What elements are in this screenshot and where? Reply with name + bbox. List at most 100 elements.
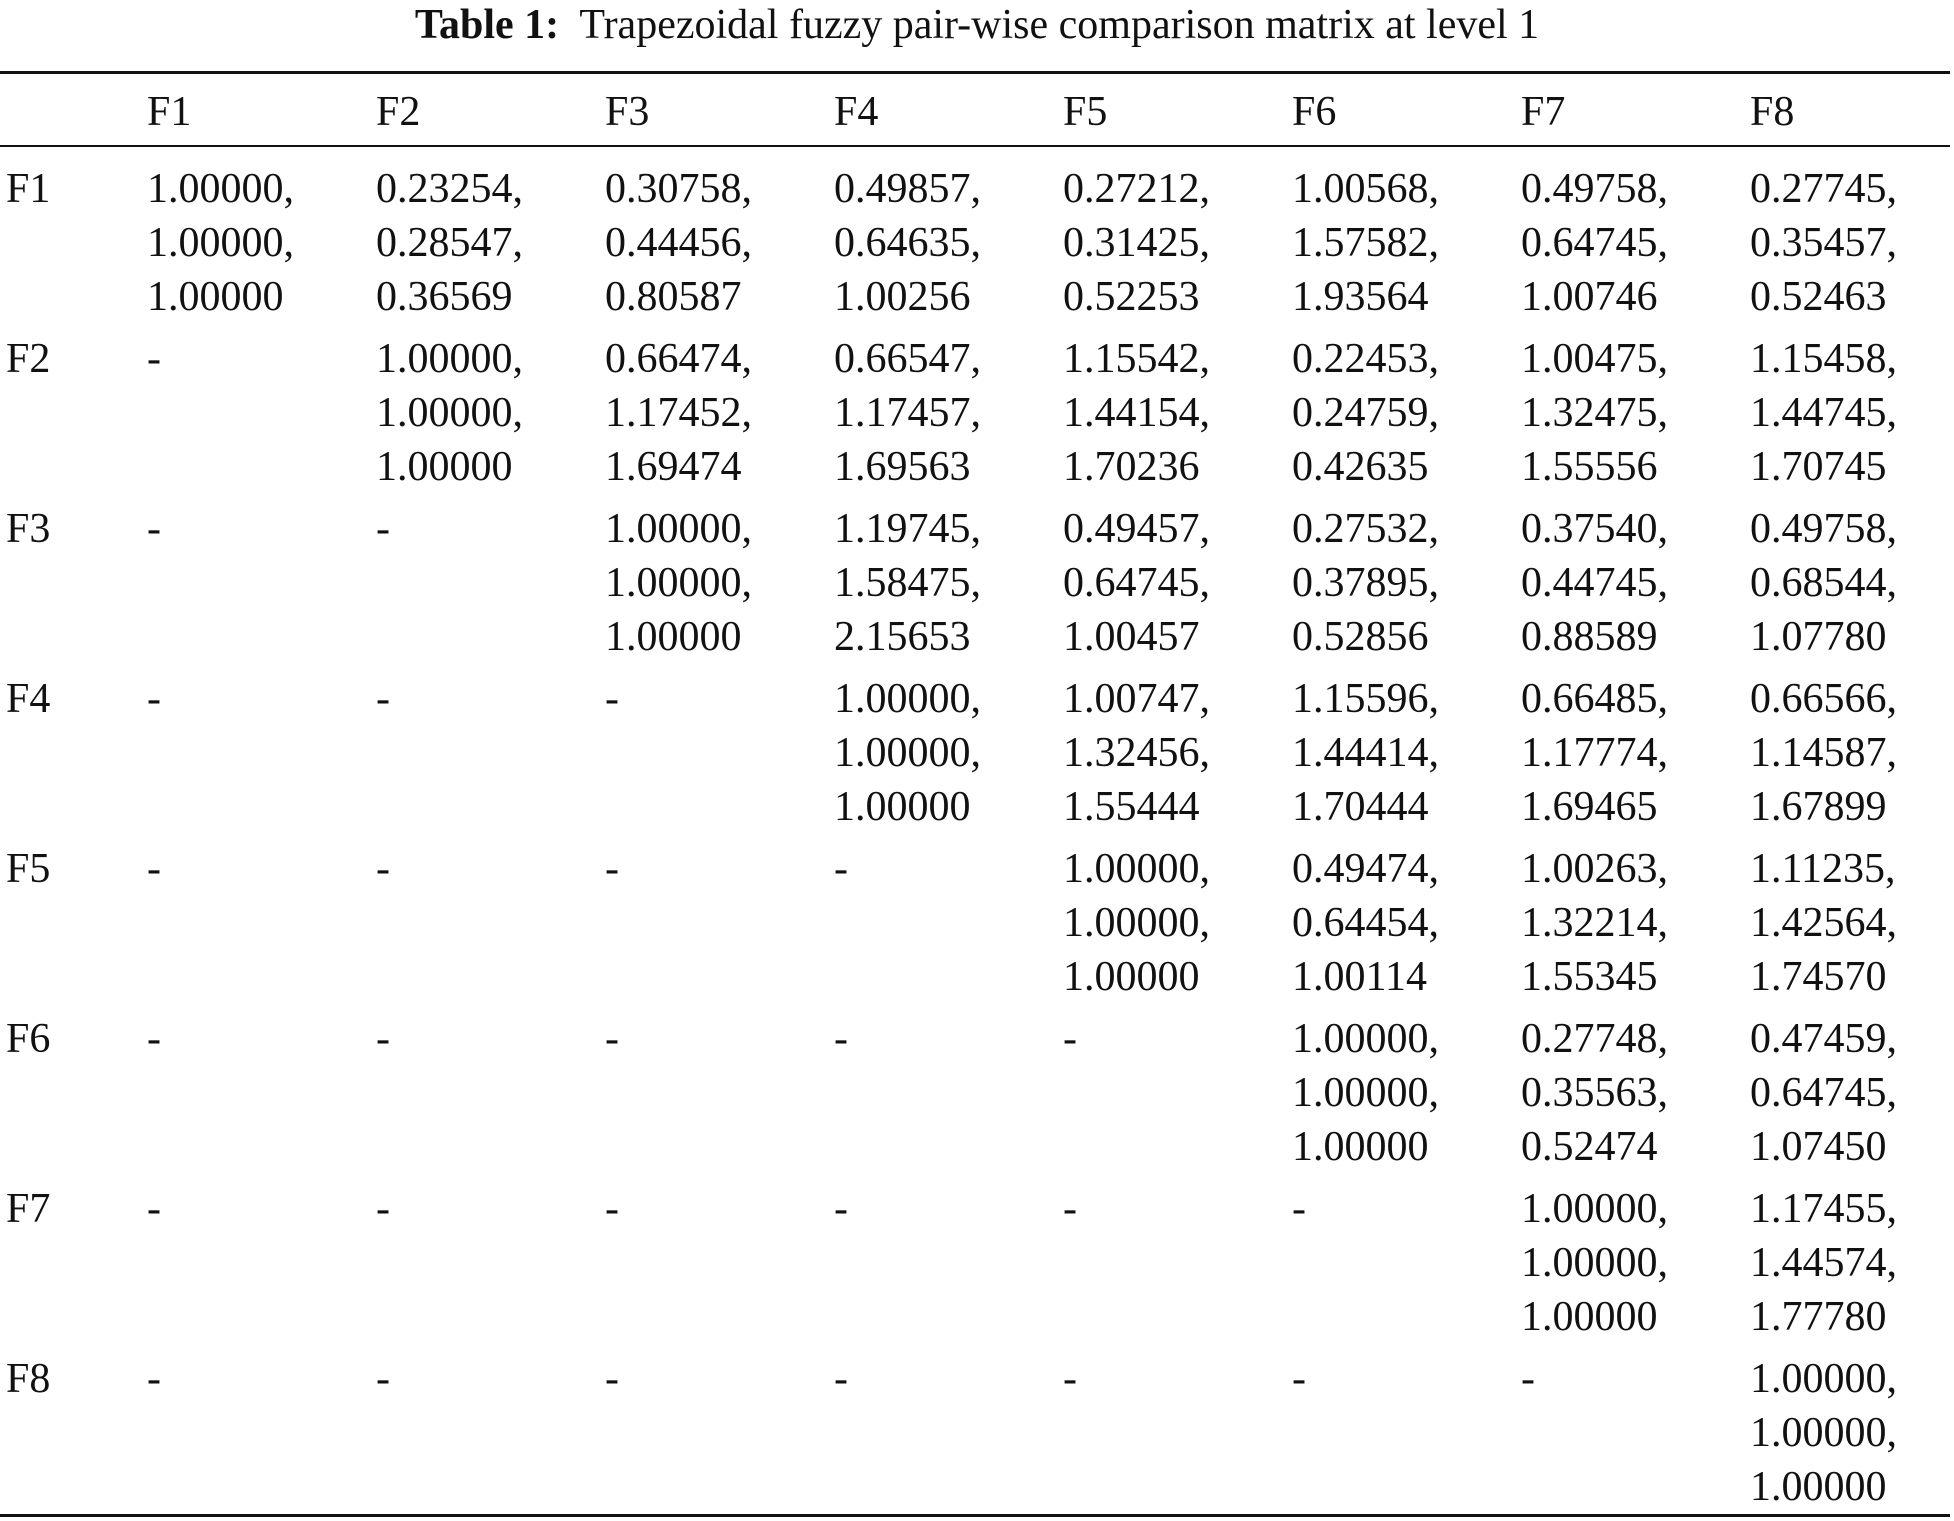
- cell: -: [376, 676, 390, 722]
- cell-line: 0.52474: [1521, 1124, 1658, 1170]
- cell: -: [147, 1186, 161, 1232]
- header-rule: [0, 145, 1950, 147]
- cell-line: 1.55556: [1521, 444, 1658, 490]
- row-header: F6: [6, 1016, 51, 1062]
- cell-line: 1.93564: [1292, 274, 1429, 320]
- column-header: F3: [605, 89, 650, 135]
- cell-line: 1.15458,: [1750, 336, 1897, 382]
- cell-line: 1.17452,: [605, 390, 752, 436]
- cell-line: 0.27212,: [1063, 166, 1210, 212]
- cell-line: 1.00000: [1521, 1294, 1658, 1340]
- cell-line: 1.00457: [1063, 614, 1200, 660]
- cell-line: 0.66485,: [1521, 676, 1668, 722]
- cell-line: 0.28547,: [376, 220, 523, 266]
- cell-line: 1.70236: [1063, 444, 1200, 490]
- cell-line: 0.52856: [1292, 614, 1429, 660]
- cell-line: 1.00000,: [147, 166, 294, 212]
- cell: -: [834, 1016, 848, 1062]
- column-header: F7: [1521, 89, 1566, 135]
- cell-line: 0.37540,: [1521, 506, 1668, 552]
- cell: -: [1292, 1186, 1306, 1232]
- row-header: F5: [6, 846, 51, 892]
- cell-line: 1.67899: [1750, 784, 1887, 830]
- cell: -: [605, 1016, 619, 1062]
- cell-line: 1.19745,: [834, 506, 981, 552]
- cell-line: 1.00000: [147, 274, 284, 320]
- column-header: F2: [376, 89, 421, 135]
- cell-line: 1.44154,: [1063, 390, 1210, 436]
- cell-line: 1.00000,: [376, 336, 523, 382]
- cell: -: [376, 506, 390, 552]
- cell-line: 0.52253: [1063, 274, 1200, 320]
- cell-line: 1.00000: [376, 444, 513, 490]
- cell: -: [605, 1186, 619, 1232]
- cell-line: 1.17457,: [834, 390, 981, 436]
- column-header: F6: [1292, 89, 1337, 135]
- row-header: F8: [6, 1356, 51, 1402]
- column-header: F8: [1750, 89, 1795, 135]
- cell-line: 0.44456,: [605, 220, 752, 266]
- cell-line: 0.35563,: [1521, 1070, 1668, 1116]
- cell-line: 0.42635: [1292, 444, 1429, 490]
- cell-line: 0.37895,: [1292, 560, 1439, 606]
- cell: -: [834, 1186, 848, 1232]
- cell-line: 1.42564,: [1750, 900, 1897, 946]
- cell-line: 1.70745: [1750, 444, 1887, 490]
- cell-line: 1.00000,: [1063, 900, 1210, 946]
- cell: -: [1292, 1356, 1306, 1402]
- cell-line: 1.00000: [1063, 954, 1200, 1000]
- cell-line: 1.00000,: [1292, 1070, 1439, 1116]
- cell-line: 1.32475,: [1521, 390, 1668, 436]
- cell-line: 1.00000: [834, 784, 971, 830]
- cell-line: 0.27748,: [1521, 1016, 1668, 1062]
- cell-line: 1.00000,: [1521, 1240, 1668, 1286]
- cell-line: 1.00475,: [1521, 336, 1668, 382]
- cell: -: [1521, 1356, 1535, 1402]
- cell: -: [605, 846, 619, 892]
- row-header: F2: [6, 336, 51, 382]
- cell-line: 1.15542,: [1063, 336, 1210, 382]
- cell-line: 0.35457,: [1750, 220, 1897, 266]
- cell-line: 0.52463: [1750, 274, 1887, 320]
- cell: -: [147, 846, 161, 892]
- cell-line: 1.55444: [1063, 784, 1200, 830]
- cell-line: 1.58475,: [834, 560, 981, 606]
- cell-line: 0.44745,: [1521, 560, 1668, 606]
- table-caption: Table 1: Trapezoidal fuzzy pair-wise com…: [0, 0, 1954, 50]
- row-header: F3: [6, 506, 51, 552]
- bottom-rule: [0, 1514, 1950, 1517]
- cell-line: 1.69474: [605, 444, 742, 490]
- cell-line: 0.49857,: [834, 166, 981, 212]
- cell-line: 1.14587,: [1750, 730, 1897, 776]
- cell: -: [147, 1016, 161, 1062]
- cell-line: 1.00000,: [1521, 1186, 1668, 1232]
- cell: -: [376, 846, 390, 892]
- cell-line: 1.00256: [834, 274, 971, 320]
- cell: -: [1063, 1186, 1077, 1232]
- cell: -: [147, 676, 161, 722]
- cell: -: [147, 1356, 161, 1402]
- cell-line: 1.00000,: [605, 560, 752, 606]
- cell-line: 1.57582,: [1292, 220, 1439, 266]
- cell-line: 1.44414,: [1292, 730, 1439, 776]
- cell-line: 1.00000: [1292, 1124, 1429, 1170]
- cell-line: 1.32456,: [1063, 730, 1210, 776]
- column-header: F4: [834, 89, 879, 135]
- cell: -: [376, 1356, 390, 1402]
- cell-line: 1.07780: [1750, 614, 1887, 660]
- row-header: F4: [6, 676, 51, 722]
- cell-line: 0.80587: [605, 274, 742, 320]
- cell-line: 0.66474,: [605, 336, 752, 382]
- cell-line: 1.07450: [1750, 1124, 1887, 1170]
- cell-line: 1.00000,: [1292, 1016, 1439, 1062]
- cell-line: 0.64454,: [1292, 900, 1439, 946]
- cell-line: 1.74570: [1750, 954, 1887, 1000]
- cell-line: 0.66566,: [1750, 676, 1897, 722]
- cell-line: 1.17774,: [1521, 730, 1668, 776]
- cell-line: 0.66547,: [834, 336, 981, 382]
- cell-line: 0.64745,: [1750, 1070, 1897, 1116]
- cell-line: 1.00263,: [1521, 846, 1668, 892]
- cell-line: 1.69465: [1521, 784, 1658, 830]
- cell-line: 1.15596,: [1292, 676, 1439, 722]
- cell-line: 1.00000,: [147, 220, 294, 266]
